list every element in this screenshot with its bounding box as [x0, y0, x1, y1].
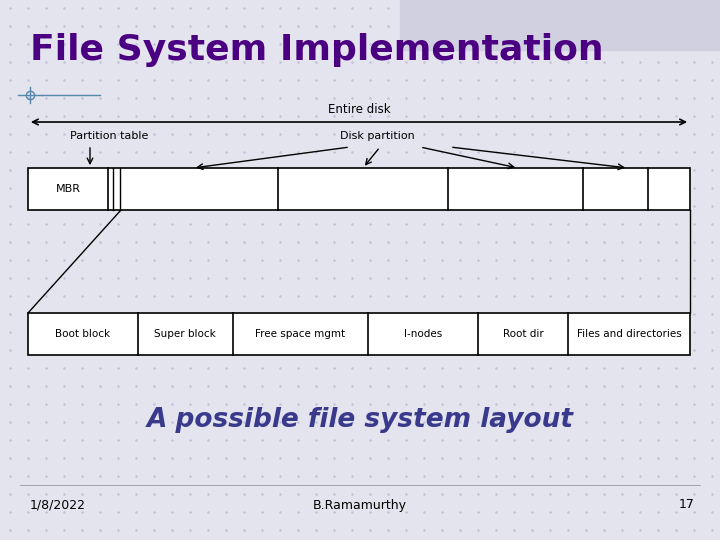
- Text: Boot block: Boot block: [55, 329, 111, 339]
- Text: Disk partition: Disk partition: [340, 131, 415, 141]
- Bar: [400, 0, 720, 50]
- Bar: [28, 313, 690, 355]
- Text: Partition table: Partition table: [70, 131, 148, 141]
- Text: A possible file system layout: A possible file system layout: [146, 407, 574, 433]
- Text: Super block: Super block: [154, 329, 216, 339]
- Text: B.Ramamurthy: B.Ramamurthy: [313, 498, 407, 511]
- Text: Entire disk: Entire disk: [328, 103, 390, 116]
- Text: Files and directories: Files and directories: [577, 329, 681, 339]
- Text: Free space mgmt: Free space mgmt: [255, 329, 345, 339]
- Text: I-nodes: I-nodes: [404, 329, 442, 339]
- Bar: [28, 168, 690, 210]
- Text: 17: 17: [679, 498, 695, 511]
- Text: File System Implementation: File System Implementation: [30, 33, 603, 67]
- Text: Root dir: Root dir: [503, 329, 544, 339]
- Text: MBR: MBR: [55, 184, 81, 194]
- Text: 1/8/2022: 1/8/2022: [30, 498, 86, 511]
